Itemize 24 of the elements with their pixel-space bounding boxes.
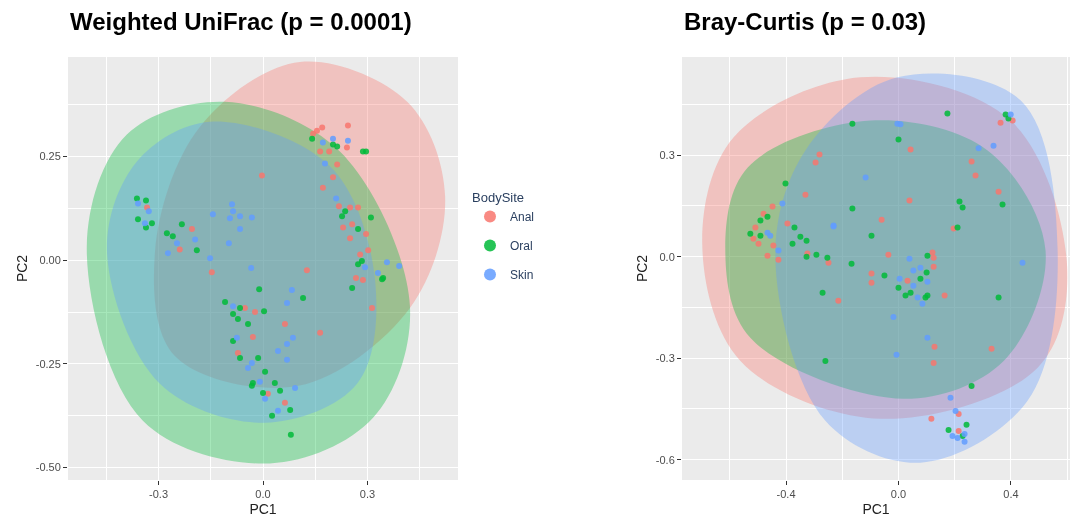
x-tick-label: -0.4 bbox=[776, 488, 796, 501]
y-tick-label: -0.3 bbox=[655, 352, 675, 365]
chart-title: Bray-Curtis (p = 0.03) bbox=[684, 8, 927, 35]
legend-label: Skin bbox=[510, 268, 534, 283]
x-tick-label: 0.0 bbox=[255, 488, 271, 501]
y-tick-label: 0.25 bbox=[39, 150, 61, 163]
chart-title: Weighted UniFrac (p = 0.0001) bbox=[70, 8, 412, 35]
y-tick-label: 0.00 bbox=[39, 254, 61, 267]
x-tick-label: 0.4 bbox=[1003, 488, 1019, 501]
x-tick-label: 0.3 bbox=[359, 488, 376, 501]
y-tick-label: -0.25 bbox=[35, 357, 61, 370]
y-tick-label: -0.50 bbox=[35, 461, 61, 474]
x-tick-label: -0.3 bbox=[149, 488, 169, 501]
y-tick-label: 0.0 bbox=[659, 250, 675, 263]
x-tick-label: 0.0 bbox=[890, 488, 907, 501]
y-axis-title: PC2 bbox=[634, 254, 651, 283]
y-axis-title: PC2 bbox=[14, 254, 31, 283]
x-axis-title: PC1 bbox=[249, 500, 277, 517]
x-axis-title: PC1 bbox=[862, 500, 890, 517]
legend-title: BodySite bbox=[472, 190, 525, 206]
legend-label: Anal bbox=[510, 210, 535, 225]
y-tick-label: 0.3 bbox=[659, 148, 675, 161]
legend-label: Oral bbox=[510, 239, 533, 254]
y-tick-label: -0.6 bbox=[655, 453, 675, 466]
